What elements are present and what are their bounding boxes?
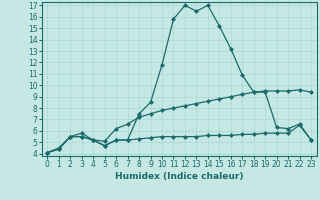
X-axis label: Humidex (Indice chaleur): Humidex (Indice chaleur) [115, 172, 244, 181]
